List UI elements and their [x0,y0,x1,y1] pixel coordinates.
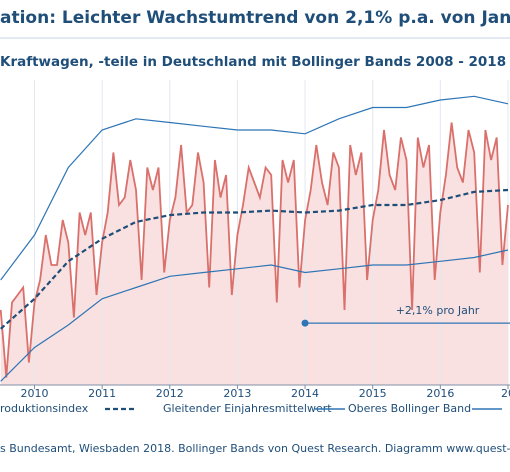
legend-label: Gleitender Einjahresmittelwert [163,402,332,415]
x-tick-label: 2014 [291,387,319,400]
source: s Bundesamt, Wiesbaden 2018. Bollinger B… [0,442,510,455]
trend-point [301,319,309,327]
series-area [0,122,508,385]
series-line [0,188,509,330]
series-line [0,122,509,378]
chart-title: ation: Leichter Wachstumtrend von 2,1% p… [0,8,510,28]
plot-area: 2010 2011 2012 2013 2014 2015 2016 20 +2,1% pro … [0,80,510,400]
trend-label: +2,1% pro Jahr [396,304,480,317]
x-tick-label: 2011 [88,387,116,400]
series-line [0,249,509,382]
chart-subtitle: Kraftwagen, -teile in Deutschland mit Bo… [0,54,510,70]
x-tick-label: 2013 [223,387,251,400]
x-tick-label: 2015 [359,387,387,400]
x-tick-label: 2016 [426,387,454,400]
legend-label: roduktionsindex [0,402,89,415]
x-tick-label: 2012 [156,387,184,400]
x-tick-label: 20 [501,387,510,400]
legend-label: Oberes Bollinger Band [348,402,471,415]
x-tick-label: 2010 [20,387,48,400]
series-line [0,95,509,281]
